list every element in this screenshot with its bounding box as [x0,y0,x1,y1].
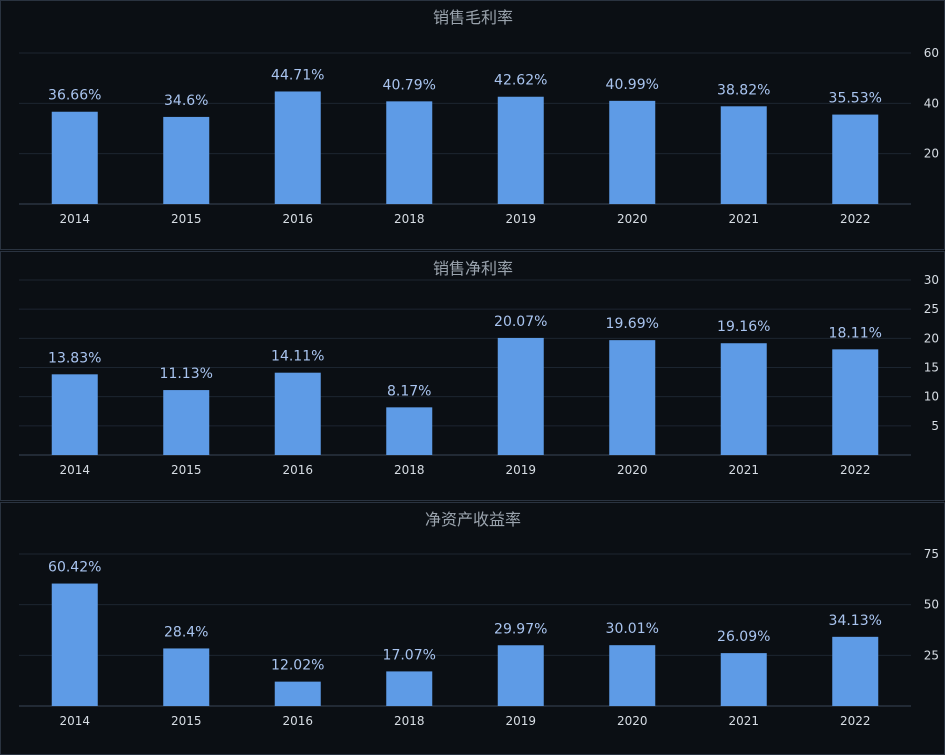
bar [51,583,98,706]
x-tick-label: 2019 [505,212,536,226]
bar [386,671,433,706]
data-label: 14.11% [271,349,324,365]
bar [274,372,321,455]
x-tick-label: 2021 [728,212,759,226]
x-tick-label: 2022 [840,212,871,226]
y-tick-label: 25 [924,648,939,662]
chart-title: 销售净利率 [433,259,513,278]
x-tick-label: 2015 [171,463,202,477]
data-label: 19.69% [606,316,659,332]
bar [497,337,544,455]
data-label: 20.07% [494,314,547,330]
net-margin-chart-panel: 销售净利率 5 10 15 20 25 30 13.83% 2014 11.13% 2015 14.1… [0,251,945,501]
bar [51,111,98,204]
data-label: 18.11% [829,325,882,341]
data-label: 38.82% [717,82,770,98]
y-tick-label: 60 [924,46,939,60]
bar [832,636,879,706]
x-tick-label: 2019 [505,714,536,728]
data-label: 34.6% [164,93,208,109]
x-tick-label: 2019 [505,463,536,477]
bar [609,100,656,204]
x-tick-label: 2015 [171,714,202,728]
y-tick-label: 25 [924,302,939,316]
bar [720,343,767,455]
x-tick-label: 2018 [394,463,425,477]
y-tick-label: 10 [924,390,939,404]
x-tick-label: 2018 [394,212,425,226]
x-tick-label: 2016 [282,212,313,226]
data-label: 35.53% [829,91,882,107]
data-label: 19.16% [717,319,770,335]
data-label: 44.71% [271,67,324,83]
bar [163,116,210,204]
y-tick-label: 40 [924,96,939,110]
gross-margin-chart-panel: 销售毛利率 20 40 60 36.66% 2014 34.6% 2015 44.71% 2016… [0,0,945,250]
data-label: 36.66% [48,88,101,104]
bar [386,101,433,204]
chart-title: 净资产收益率 [425,510,521,529]
bar [274,91,321,204]
data-label: 26.09% [717,629,770,645]
x-tick-label: 2014 [59,463,90,477]
bar [163,648,210,706]
data-label: 40.79% [383,77,436,93]
bar [497,96,544,204]
bar [609,340,656,455]
data-label: 11.13% [160,366,213,382]
bar [832,114,879,204]
data-label: 29.97% [494,621,547,637]
bar [720,106,767,204]
x-tick-label: 2018 [394,714,425,728]
y-tick-label: 30 [924,273,939,287]
y-tick-label: 5 [931,419,939,433]
roe-chart: 净资产收益率 25 50 75 60.42% 2014 28.4% 2015 12.02% 201… [19,510,939,728]
bar [163,390,210,455]
bar [609,645,656,706]
y-tick-label: 20 [924,331,939,345]
x-tick-label: 2020 [617,714,648,728]
x-tick-label: 2016 [282,714,313,728]
data-label: 42.62% [494,73,547,89]
y-tick-label: 20 [924,147,939,161]
gross-margin-chart: 销售毛利率 20 40 60 36.66% 2014 34.6% 2015 44.71% 2016… [19,8,939,226]
data-label: 34.13% [829,613,882,629]
bar [274,681,321,706]
x-tick-label: 2015 [171,212,202,226]
bar [51,374,98,455]
x-tick-label: 2021 [728,714,759,728]
x-tick-label: 2020 [617,463,648,477]
bar [720,653,767,706]
data-label: 17.07% [383,647,436,663]
x-tick-label: 2014 [59,714,90,728]
y-tick-label: 75 [924,547,939,561]
bar [497,645,544,706]
x-tick-label: 2020 [617,212,648,226]
x-tick-label: 2022 [840,714,871,728]
net-margin-chart: 销售净利率 5 10 15 20 25 30 13.83% 2014 11.13% 2015 14.1… [19,259,939,477]
data-label: 28.4% [164,624,208,640]
x-tick-label: 2016 [282,463,313,477]
x-tick-label: 2022 [840,463,871,477]
y-tick-label: 15 [924,361,939,375]
data-label: 30.01% [606,621,659,637]
y-tick-label: 50 [924,598,939,612]
bar [832,349,879,455]
data-label: 8.17% [387,383,431,399]
data-label: 60.42% [48,560,101,576]
data-label: 12.02% [271,658,324,674]
bar [386,407,433,455]
x-tick-label: 2021 [728,463,759,477]
x-tick-label: 2014 [59,212,90,226]
data-label: 13.83% [48,350,101,366]
chart-title: 销售毛利率 [433,8,513,27]
roe-chart-panel: 净资产收益率 25 50 75 60.42% 2014 28.4% 2015 12.02% 201… [0,502,945,755]
data-label: 40.99% [606,77,659,93]
